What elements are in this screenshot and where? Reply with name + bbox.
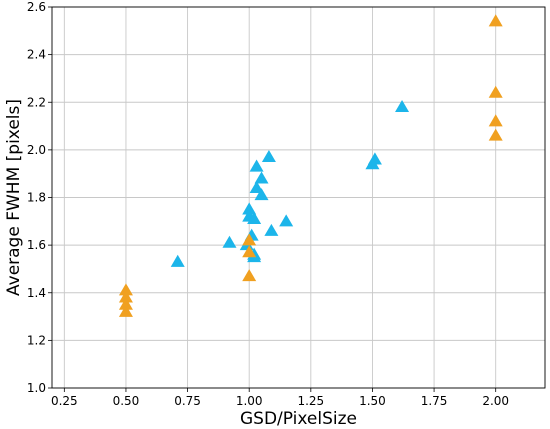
data-point bbox=[279, 214, 294, 227]
y-tick-label: 1.6 bbox=[27, 238, 46, 252]
data-point bbox=[242, 269, 257, 282]
data-point bbox=[367, 152, 382, 165]
data-point bbox=[249, 180, 264, 194]
data-point bbox=[488, 14, 503, 27]
y-axis-label: Average FWHM [pixels] bbox=[4, 99, 24, 296]
y-tick-label: 2.2 bbox=[27, 95, 46, 109]
x-tick-label: 0.50 bbox=[113, 394, 140, 408]
data-point bbox=[118, 290, 133, 303]
data-point bbox=[242, 245, 257, 258]
data-point bbox=[170, 254, 185, 267]
y-tick-label: 1.4 bbox=[27, 286, 46, 300]
data-point bbox=[242, 233, 257, 246]
x-tick-label: 2.00 bbox=[482, 394, 509, 408]
data-point bbox=[249, 159, 264, 172]
y-tick-label: 1.0 bbox=[27, 381, 46, 395]
data-point bbox=[118, 283, 133, 296]
data-points bbox=[118, 14, 503, 317]
y-tick-label: 1.8 bbox=[27, 191, 46, 205]
data-point bbox=[222, 235, 237, 248]
data-point bbox=[488, 128, 503, 141]
x-tick-label: 0.25 bbox=[51, 394, 78, 408]
x-tick-label: 1.50 bbox=[359, 394, 386, 408]
data-point bbox=[242, 202, 257, 215]
x-tick-label: 1.75 bbox=[421, 394, 448, 408]
data-point bbox=[395, 100, 410, 113]
y-tick-label: 2.4 bbox=[27, 48, 46, 62]
data-point bbox=[254, 171, 269, 184]
data-point bbox=[264, 223, 279, 236]
data-point bbox=[488, 114, 503, 127]
data-point bbox=[118, 304, 133, 317]
data-point bbox=[254, 188, 269, 201]
data-point bbox=[118, 297, 133, 310]
y-tick-label: 2.0 bbox=[27, 143, 46, 157]
data-point bbox=[247, 211, 262, 224]
grid-lines bbox=[52, 6, 545, 389]
x-tick-label: 0.75 bbox=[174, 394, 201, 408]
data-point bbox=[488, 85, 503, 98]
axis-ticks: 0.25 0.50 0.75 1.00 1.25 1.50 1.75 2.00 1.0 1.2 1.… bbox=[27, 0, 509, 408]
x-tick-label: 1.25 bbox=[297, 394, 324, 408]
x-tick-label: 1.00 bbox=[236, 394, 263, 408]
y-tick-label: 1.2 bbox=[27, 333, 46, 347]
x-axis-label: GSD/PixelSize bbox=[240, 409, 357, 429]
y-tick-label: 2.6 bbox=[27, 0, 46, 14]
data-point bbox=[261, 150, 276, 163]
